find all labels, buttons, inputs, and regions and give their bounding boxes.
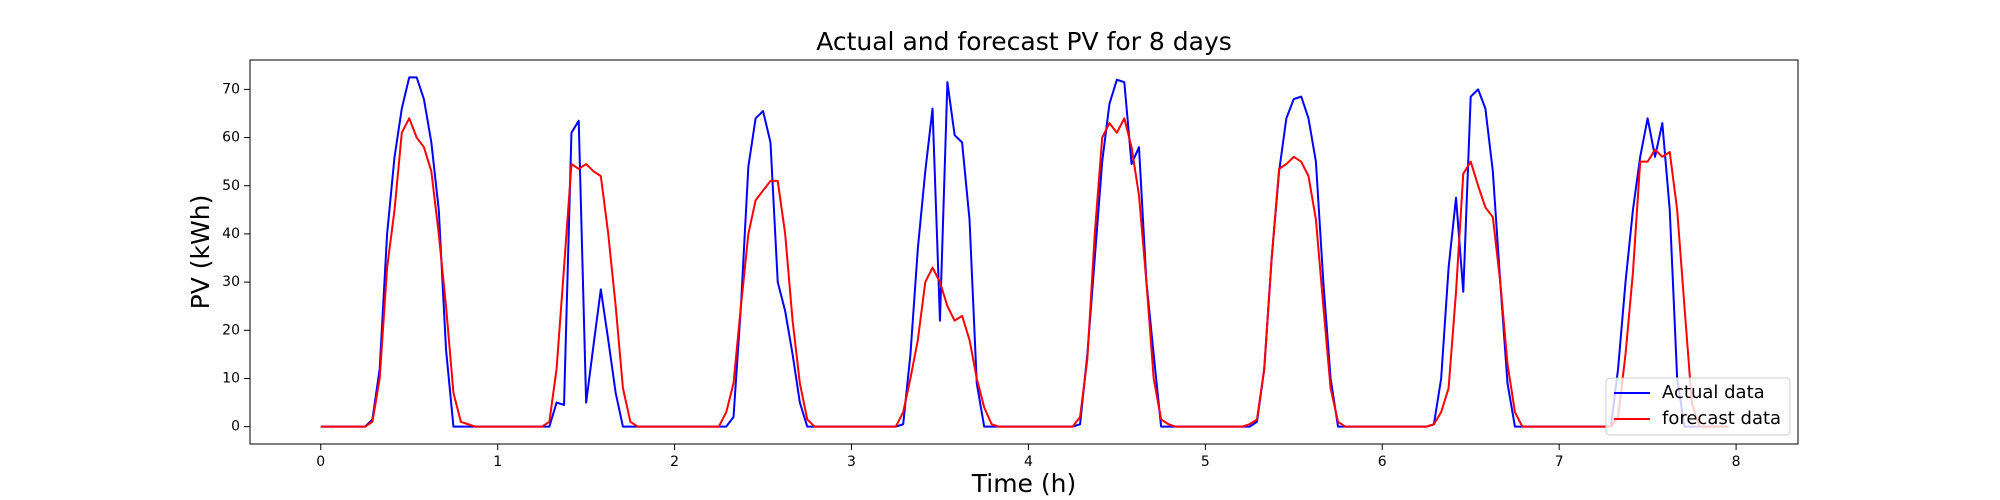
legend-label: forecast data (1662, 408, 1781, 429)
y-tick-label: 10 (222, 370, 240, 386)
y-tick-label: 40 (222, 226, 240, 242)
x-tick-label: 3 (847, 454, 856, 470)
x-tick-label: 5 (1201, 454, 1210, 470)
y-axis-label: PV (kWh) (186, 195, 215, 310)
y-tick-label: 20 (222, 322, 240, 338)
plot-frame (249, 59, 1799, 445)
x-tick-label: 6 (1378, 454, 1387, 470)
x-tick-label: 0 (316, 454, 325, 470)
chart-title: Actual and forecast PV for 8 days (816, 27, 1232, 56)
legend-label: Actual data (1662, 382, 1765, 403)
legend-box (1605, 377, 1791, 436)
data-line (320, 76, 1729, 428)
x-tick-label: 4 (1024, 454, 1033, 470)
y-tick-label: 70 (222, 81, 240, 97)
y-tick-label: 60 (222, 130, 240, 146)
x-tick-label: 1 (493, 454, 502, 470)
x-axis-label: Time (h) (971, 469, 1076, 498)
x-tick-label: 8 (1732, 454, 1741, 470)
y-tick-label: 30 (222, 274, 240, 290)
data-line (320, 117, 1729, 428)
y-tick-label: 0 (231, 419, 240, 435)
y-tick-label: 50 (222, 178, 240, 194)
x-tick-label: 7 (1555, 454, 1564, 470)
x-tick-label: 2 (670, 454, 679, 470)
